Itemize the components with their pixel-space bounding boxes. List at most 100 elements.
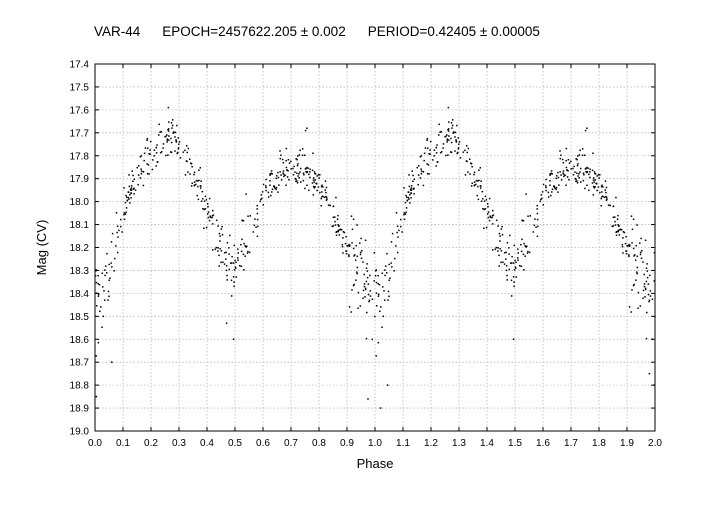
data-point bbox=[592, 194, 595, 196]
data-point bbox=[514, 259, 516, 262]
data-point bbox=[633, 255, 635, 257]
data-point bbox=[476, 194, 479, 197]
data-point bbox=[651, 298, 654, 300]
data-point bbox=[390, 241, 393, 243]
data-point bbox=[536, 208, 538, 210]
data-point bbox=[617, 230, 619, 233]
x-tick-label: 0.9 bbox=[340, 438, 354, 449]
data-point bbox=[375, 292, 378, 294]
data-point bbox=[237, 252, 239, 254]
data-point bbox=[341, 245, 344, 248]
data-point bbox=[153, 155, 155, 157]
data-point bbox=[644, 288, 647, 291]
data-point bbox=[357, 291, 360, 294]
data-point bbox=[520, 250, 523, 253]
data-point bbox=[175, 141, 178, 143]
data-point bbox=[578, 177, 580, 179]
data-point bbox=[366, 276, 369, 279]
data-point bbox=[470, 162, 472, 164]
data-point bbox=[197, 185, 199, 188]
data-point bbox=[639, 251, 642, 254]
data-point bbox=[396, 231, 398, 234]
data-point bbox=[416, 166, 419, 169]
data-point bbox=[549, 174, 551, 176]
data-point bbox=[439, 151, 442, 154]
data-point bbox=[628, 255, 630, 258]
data-point bbox=[166, 138, 169, 140]
data-point bbox=[383, 299, 386, 301]
data-point bbox=[633, 254, 636, 256]
data-point bbox=[320, 197, 322, 200]
data-point bbox=[563, 175, 565, 178]
data-point bbox=[524, 245, 526, 247]
y-tick-label: 18.3 bbox=[70, 266, 90, 277]
data-point bbox=[386, 252, 388, 255]
data-point bbox=[256, 208, 258, 210]
data-point bbox=[555, 188, 557, 191]
data-point bbox=[199, 167, 202, 169]
data-point bbox=[146, 147, 149, 150]
data-point bbox=[521, 219, 523, 222]
data-point bbox=[435, 152, 438, 154]
data-point bbox=[116, 251, 119, 254]
data-point bbox=[265, 178, 267, 181]
data-point bbox=[377, 283, 380, 285]
data-point bbox=[593, 187, 596, 189]
data-point bbox=[362, 297, 364, 299]
data-point bbox=[325, 195, 327, 198]
data-point bbox=[486, 203, 489, 205]
data-point bbox=[446, 141, 448, 143]
data-point bbox=[243, 242, 245, 245]
data-point bbox=[226, 279, 228, 281]
data-point bbox=[203, 227, 205, 230]
data-point bbox=[375, 355, 377, 357]
data-point bbox=[540, 194, 543, 196]
data-point bbox=[646, 263, 648, 265]
data-point bbox=[403, 212, 406, 214]
data-point bbox=[541, 191, 544, 193]
data-point bbox=[95, 395, 98, 398]
data-point bbox=[104, 269, 106, 271]
data-point bbox=[292, 167, 294, 170]
data-point bbox=[601, 191, 603, 193]
data-point bbox=[335, 234, 338, 236]
data-point bbox=[221, 225, 223, 228]
data-point bbox=[336, 218, 339, 220]
data-point bbox=[290, 168, 292, 170]
data-points bbox=[94, 106, 656, 409]
data-point bbox=[197, 180, 199, 182]
data-point bbox=[423, 152, 426, 155]
data-point bbox=[116, 231, 118, 234]
data-point bbox=[400, 218, 402, 221]
data-point bbox=[488, 219, 491, 222]
data-point bbox=[148, 173, 150, 175]
data-point bbox=[298, 173, 300, 175]
data-point bbox=[277, 171, 279, 174]
data-point bbox=[645, 280, 648, 283]
data-point bbox=[411, 170, 413, 172]
data-point bbox=[462, 151, 465, 153]
data-point bbox=[412, 174, 414, 177]
data-point bbox=[374, 274, 377, 277]
data-point bbox=[471, 165, 473, 168]
data-point bbox=[400, 225, 402, 228]
data-point bbox=[324, 180, 327, 182]
data-point bbox=[456, 152, 458, 155]
data-point bbox=[549, 184, 551, 187]
data-point bbox=[345, 250, 347, 252]
data-point bbox=[171, 119, 174, 121]
data-point bbox=[557, 171, 559, 174]
data-point bbox=[550, 170, 553, 172]
data-point bbox=[584, 154, 586, 156]
data-point bbox=[245, 193, 247, 195]
data-point bbox=[97, 295, 100, 297]
data-point bbox=[162, 147, 164, 149]
data-point bbox=[211, 223, 214, 225]
data-point bbox=[467, 147, 470, 150]
data-point bbox=[295, 178, 297, 180]
data-point bbox=[355, 279, 357, 281]
data-point bbox=[586, 170, 589, 173]
data-point bbox=[162, 143, 165, 145]
data-point bbox=[285, 166, 288, 169]
data-point bbox=[278, 184, 280, 186]
